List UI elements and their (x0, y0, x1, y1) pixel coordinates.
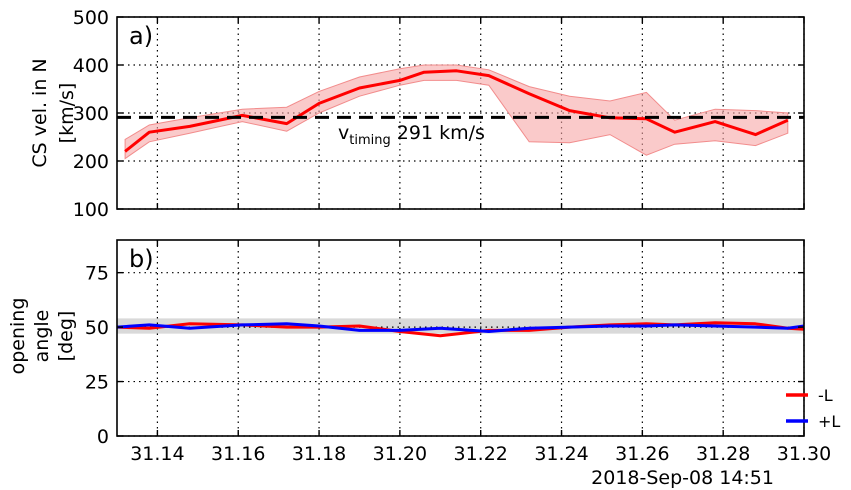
y-tick-label: 75 (85, 263, 109, 285)
velocity-uncertainty-band (124, 64, 789, 160)
y-tick-label: 300 (73, 103, 109, 125)
annotation-rest: 291 km/s (391, 122, 485, 144)
y-tick-label: 0 (97, 426, 109, 448)
x-tick-label: 31.18 (292, 443, 346, 465)
x-tick-label: 31.30 (777, 443, 831, 465)
y-tick-label: 500 (73, 7, 109, 29)
y-tick-label: 400 (73, 55, 109, 77)
x-tick-label: 31.24 (534, 443, 588, 465)
legend: -L +L (786, 386, 840, 431)
panel-b-ylabel-line2: angle (31, 310, 53, 363)
plot-content (117, 64, 804, 160)
x-tick-label: 31.22 (454, 443, 508, 465)
x-tick-label: 31.28 (696, 443, 750, 465)
footer-timestamp: 2018-Sep-08 14:51 (591, 467, 774, 489)
panel-a-ylabel-line1: CS vel. in N (29, 58, 51, 167)
panel-b-ylabel-line3: [deg] (55, 311, 77, 362)
x-tick-label: 31.20 (373, 443, 427, 465)
annotation-subscript: timing (349, 133, 390, 148)
x-tick-label: 31.26 (615, 443, 669, 465)
panel-a-velocity: CS vel. in N [km/s] 100 200 300 400 500 a) vti… (29, 7, 805, 221)
uncertainty-band-horizontal (117, 318, 804, 334)
series-line-velocity (124, 69, 789, 153)
panel-a-ylabel-line2: [km/s] (56, 83, 78, 144)
x-tick-label: 31.14 (130, 443, 184, 465)
y-tick-label: 50 (85, 317, 109, 339)
series-line-+L (117, 322, 804, 333)
x-tick-label: 31.16 (211, 443, 265, 465)
annotation-main: v (338, 122, 349, 144)
y-tick-label: 100 (73, 199, 109, 221)
y-tick-label: 200 (73, 151, 109, 173)
plot-frame (116, 239, 805, 437)
panel-label: b) (129, 245, 154, 273)
legend-entry: +L (818, 412, 840, 431)
timing-velocity-annotation: vtiming 291 km/s (338, 122, 485, 148)
panel-label: a) (129, 22, 153, 50)
panel-b-opening-angle: opening angle [deg] 0 25 50 75 31.14 31.16 31.… (7, 239, 831, 465)
legend-entry: -L (818, 386, 833, 405)
y-tick-label: 25 (85, 372, 109, 394)
panel-b-ylabel-line1: opening (7, 298, 29, 375)
plot-content (117, 321, 804, 338)
